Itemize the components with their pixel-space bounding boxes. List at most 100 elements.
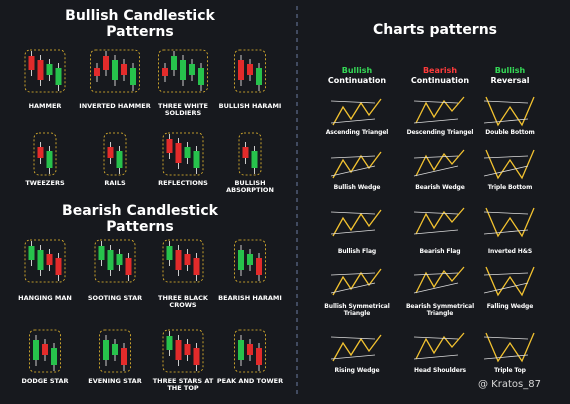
pattern-line (415, 207, 465, 235)
trend-line (330, 165, 376, 177)
candle (193, 348, 200, 365)
highlight (90, 49, 140, 93)
pattern-label: RAILS (104, 179, 126, 187)
trend-line (330, 354, 376, 360)
candle (121, 64, 127, 75)
trend-line (330, 282, 376, 294)
candle (28, 56, 35, 70)
pattern-label: Bullish Flag (337, 248, 377, 255)
column-tag: Bullish (494, 66, 526, 75)
pattern-label: Head Shoulders (413, 367, 467, 374)
candle (112, 60, 118, 80)
pattern-label: Bullish Symmetrical Triangle (324, 303, 390, 317)
trend-line (483, 336, 529, 340)
highlight (162, 239, 204, 283)
candle (98, 246, 105, 260)
trend-line (330, 272, 376, 276)
candle (184, 147, 191, 158)
column-label: Continuation (327, 76, 387, 85)
trend-line (413, 211, 459, 215)
pattern-line (332, 151, 382, 179)
pattern-line (332, 268, 382, 296)
candle (107, 147, 114, 158)
trend-line (483, 118, 529, 124)
highlight (99, 329, 131, 373)
candle (198, 68, 204, 85)
candle (121, 348, 127, 365)
candle (51, 348, 57, 365)
pattern-line (415, 149, 465, 177)
candle (116, 254, 123, 265)
candle (180, 60, 186, 80)
pattern-label: THREE STARS AT THE TOP (152, 377, 214, 393)
trend-line (330, 336, 376, 340)
pattern-line (415, 332, 465, 360)
highlight (103, 132, 127, 176)
highlight (29, 329, 61, 373)
trend-line (483, 272, 529, 276)
pattern-line (485, 332, 535, 363)
pattern-label: REFLECTIONS (158, 179, 208, 187)
candle (247, 254, 253, 265)
candle (175, 250, 182, 270)
candle (184, 344, 191, 355)
candle (42, 344, 48, 355)
candle (193, 258, 200, 275)
highlight (94, 239, 136, 283)
pattern-line (332, 98, 382, 126)
trend-line (330, 100, 376, 104)
highlight (24, 239, 66, 283)
pattern-label: BEARISH HARAMI (218, 294, 282, 302)
pattern-label: Ascending Triangel (325, 129, 389, 136)
candle (238, 250, 244, 270)
pattern-label: THREE WHITE SOLDIERS (158, 102, 208, 118)
trend-line (483, 100, 529, 104)
bearish-title: Bearish Candlestick Patterns (62, 203, 218, 236)
candle (37, 60, 44, 80)
candle (247, 344, 253, 355)
column-tag: Bullish (341, 66, 373, 75)
trend-line (483, 282, 529, 294)
pattern-label: SOOTING STAR (87, 294, 143, 302)
candle (175, 340, 182, 360)
candle (166, 246, 173, 260)
candle (193, 151, 200, 168)
candle (256, 348, 262, 365)
trend-line (413, 272, 459, 276)
pattern-label: Triple Top (494, 367, 526, 374)
pattern-label: Bearish Wedge (415, 184, 465, 191)
highlight (234, 239, 266, 283)
highlight (158, 49, 208, 93)
pattern-line (415, 266, 465, 294)
pattern-line (485, 207, 535, 238)
candle (107, 250, 114, 270)
candle (256, 68, 262, 85)
candle (166, 336, 173, 350)
pattern-label: INVERTED HAMMER (79, 102, 151, 110)
candle (247, 64, 253, 75)
highlight (234, 329, 266, 373)
pattern-label: TWEEZERS (25, 179, 65, 187)
pattern-label: BULLISH ABSORPTION (226, 179, 274, 195)
trend-line (483, 229, 529, 235)
candle (162, 68, 168, 76)
pattern-label: HANGING MAN (18, 294, 72, 302)
pattern-label: PEAK AND TOWER (216, 377, 284, 385)
candle (55, 68, 62, 85)
candle (189, 64, 195, 75)
pattern-line (485, 266, 535, 297)
trend-line (413, 118, 459, 124)
highlight (162, 329, 204, 373)
candle (46, 151, 53, 168)
candle (251, 151, 258, 168)
trend-line (330, 155, 376, 159)
pattern-label: Bearish Symmetrical Triangle (405, 303, 475, 317)
candle (130, 68, 136, 85)
trend-line (330, 118, 376, 124)
candle (242, 147, 249, 158)
candle (33, 340, 39, 360)
candle (112, 344, 118, 355)
highlight (238, 132, 262, 176)
